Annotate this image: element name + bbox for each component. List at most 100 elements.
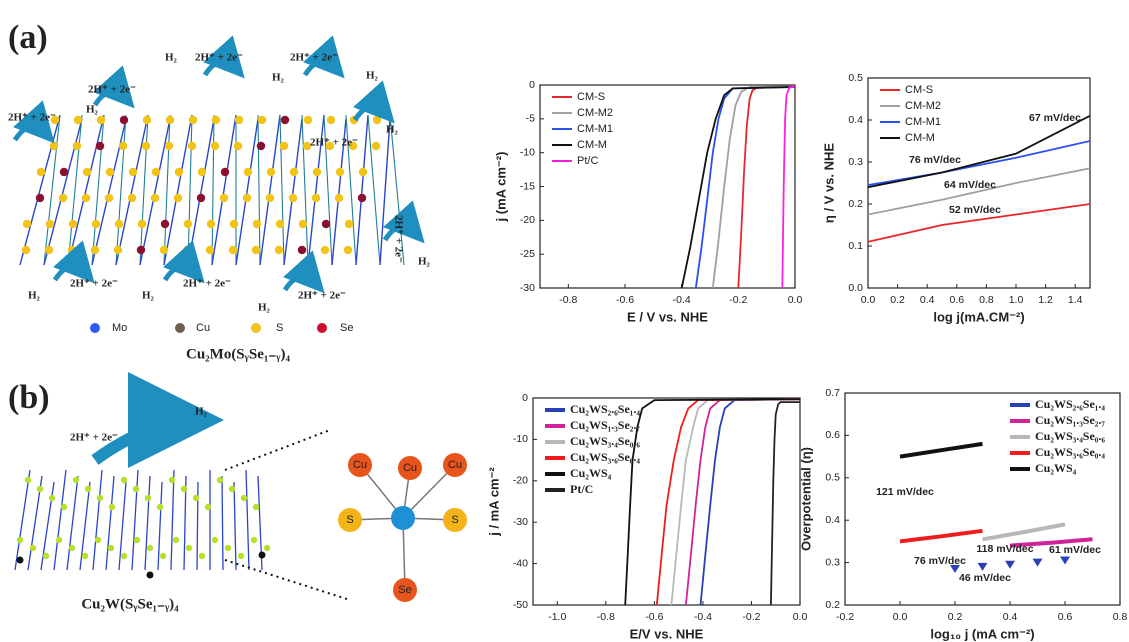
decor [251,245,261,255]
decor [274,245,284,255]
series-line [868,203,1090,243]
decor [335,167,345,177]
y-tick-label: -25 [520,248,535,260]
decor [91,372,224,469]
decor [275,219,285,229]
atom-label: S [346,514,353,526]
data-point [1060,556,1070,565]
decor [257,115,267,125]
decor [204,503,212,511]
data-point [950,564,960,573]
atom-label: Cu [403,462,417,474]
legend-label: CM-S [577,91,605,103]
x-tick-label: -0.8 [597,611,615,623]
decor [59,167,69,177]
decor [252,503,260,511]
legend-label: CM-M1 [577,123,613,135]
decor [443,453,467,477]
decor [402,464,456,519]
annotation: 76 mV/dec [909,154,961,166]
decor [229,219,239,229]
decor [282,250,325,294]
y-axis-label: j / mA cm⁻² [486,467,501,537]
decor [252,219,262,229]
annotation: 64 mV/dec [944,179,996,191]
y-tick-label: 0.4 [825,514,840,526]
decor [298,219,308,229]
y-tick-label: -20 [513,475,528,487]
decor [343,245,353,255]
x-tick-label: 0.4 [920,294,935,306]
series-line [868,140,1090,186]
data-point [1032,558,1043,567]
decor [243,167,253,177]
decor [265,193,275,203]
decor [297,245,307,255]
decor [187,141,197,151]
legend-label: Cu₂WS₃.₆Se₀.₄ [570,450,640,464]
decor [43,114,61,266]
decor [211,536,219,544]
decor [120,476,128,484]
decor [357,193,367,203]
data-point [977,562,988,571]
x-tick-label: 0.4 [1003,611,1018,623]
decor [68,219,78,229]
product-label: H₂ [418,256,431,268]
decor [338,508,362,532]
x-tick-label: -0.4 [694,611,712,623]
decor [84,485,92,493]
y-tick-label: 0.3 [825,556,840,568]
decor [301,114,309,266]
series-line [770,401,800,605]
product-label: H₂ [28,290,41,302]
decor [398,456,422,480]
decor [235,118,259,266]
decor [142,115,152,125]
y-tick-label: 0.4 [848,114,863,126]
decor [250,536,258,544]
decor [52,240,95,284]
data-point [1005,560,1015,569]
decor [12,100,55,144]
decor [355,114,369,266]
x-tick-label: 0.0 [788,294,803,306]
x-tick-label: 0.0 [861,294,876,306]
y-tick-label: -10 [513,433,528,445]
decor [67,245,77,255]
product-label: H₂ [165,52,178,64]
legend-label: Cu [196,322,210,334]
decor [334,193,344,203]
x-tick-label: 1.0 [1009,294,1024,306]
decor [55,536,63,544]
y-tick-label: 0 [529,79,535,91]
annotation: 121 mV/dec [876,486,934,498]
decor [279,141,289,151]
decor [119,115,129,125]
decor [263,544,271,552]
series-line [670,398,800,605]
legend-label: CM-M [577,139,607,151]
decor [233,141,243,151]
legend-label: CM-S [905,84,933,96]
reaction-label: 2H⁺ + 2e⁻ [183,278,231,290]
decor [36,485,44,493]
reaction-label: 2H⁺ + 2e⁻ [392,215,404,263]
x-tick-label: -0.8 [559,294,577,306]
legend-label: CM-M [905,132,935,144]
decor [345,114,357,266]
y-tick-label: 0 [522,392,528,404]
product-label: H₂ [195,406,208,418]
decor [367,114,381,266]
y-tick-label: -10 [520,146,535,158]
legend-swatch [90,323,100,333]
product-label: H₂ [272,72,285,84]
decor [165,115,175,125]
y-tick-label: 0.1 [848,240,863,252]
series-line [868,114,1090,189]
decor [107,544,115,552]
decor [21,245,31,255]
decor [372,115,382,125]
decor [146,571,154,579]
decor [104,193,114,203]
